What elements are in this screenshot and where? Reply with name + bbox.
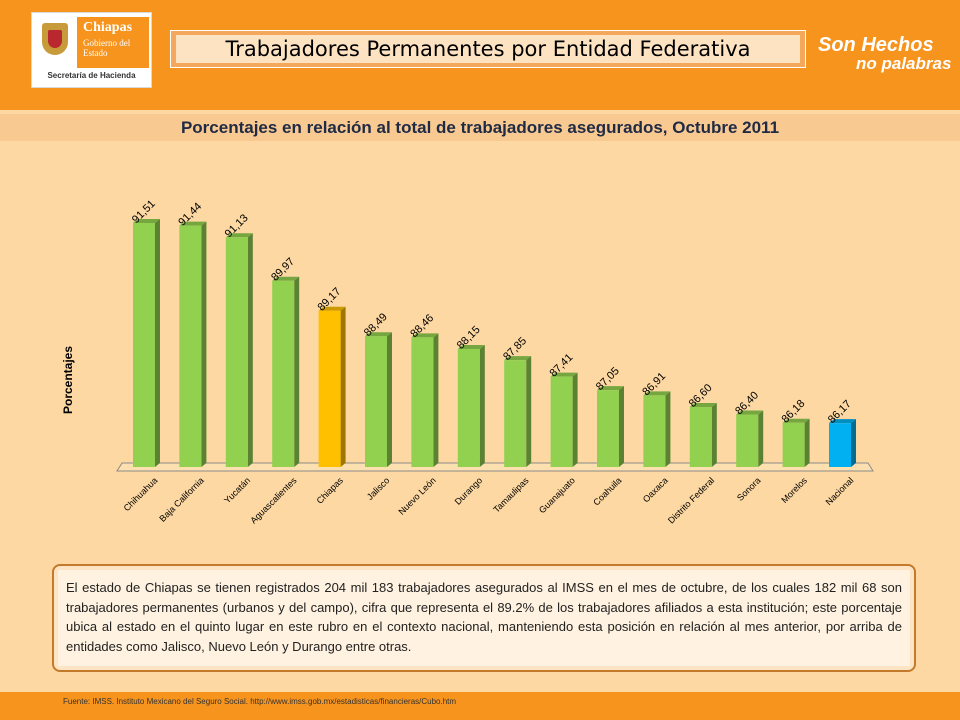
bar	[318, 310, 341, 467]
header-band: Chiapas Gobierno del Estado Secretaría d…	[0, 0, 960, 110]
bar	[179, 225, 202, 467]
source-footnote: Fuente: IMSS. Instituto Mexicano del Seg…	[63, 697, 457, 706]
bar-side	[804, 418, 810, 467]
bar	[550, 376, 573, 467]
bar	[365, 336, 387, 467]
x-tick-label: Sonora	[735, 475, 763, 503]
x-tick-label: Baja California	[157, 475, 205, 523]
bar-side	[155, 219, 160, 467]
x-tick-label: Jalisco	[365, 475, 392, 502]
bar	[782, 422, 805, 467]
bar-side	[851, 419, 856, 467]
x-tick-label: Distrito Federal	[666, 475, 716, 525]
bar	[736, 414, 759, 467]
bar	[411, 337, 434, 467]
logo-name: Chiapas	[83, 20, 133, 35]
bar-side	[526, 356, 532, 467]
bar	[597, 390, 619, 467]
bar-side	[340, 306, 346, 467]
bar-top	[689, 403, 717, 408]
bar-side	[433, 333, 439, 467]
bar-top	[225, 233, 253, 238]
bar-top	[829, 419, 856, 424]
x-tick-label: Morelos	[779, 475, 809, 505]
subtitle-band	[0, 114, 960, 141]
bar	[272, 280, 295, 467]
bar-top	[318, 306, 346, 311]
chiapas-logo: Chiapas Gobierno del Estado Secretaría d…	[31, 12, 152, 88]
x-tick-label: Nacional	[824, 475, 856, 507]
slogan: Son Hechos no palabras	[818, 34, 951, 74]
x-tick-label: Nuevo León	[396, 475, 437, 516]
bar-top	[133, 219, 160, 224]
x-tick-label: Tamaulipas	[491, 475, 531, 515]
bar	[225, 237, 248, 467]
bar-top	[365, 332, 392, 337]
x-tick-label: Oaxaca	[641, 475, 670, 504]
slogan-line-2: no palabras	[856, 54, 952, 73]
x-tick-label: Aguascalientes	[248, 475, 299, 526]
note-text: El estado de Chiapas se tienen registrad…	[58, 570, 910, 666]
footer-band	[0, 692, 960, 720]
bar-top	[411, 333, 439, 338]
bar-top	[272, 276, 300, 281]
slogan-line-1: Son Hechos	[818, 34, 934, 56]
bar-side	[201, 221, 207, 467]
chart-floor	[116, 462, 874, 472]
bar-side	[619, 386, 624, 467]
bar-side	[758, 410, 764, 467]
logo-department: Secretaría de Hacienda	[47, 71, 136, 80]
bar-side	[479, 344, 485, 467]
chart-title: Porcentajes en relación al total de trab…	[180, 118, 780, 137]
page-title: Trabajadores Permanentes por Entidad Fed…	[176, 35, 800, 63]
bar-side	[665, 391, 671, 467]
bar	[829, 423, 851, 467]
bar-side	[711, 403, 717, 467]
bar-top	[179, 221, 207, 226]
x-tick-label: Coahuila	[591, 475, 623, 507]
coat-of-arms-icon	[42, 23, 68, 55]
bar-side	[294, 276, 300, 467]
bar-side	[387, 332, 392, 467]
x-tick-label: Guanajuato	[537, 475, 577, 515]
bar	[504, 360, 527, 467]
bar-side	[572, 372, 578, 467]
bar-top	[643, 391, 671, 396]
title-frame: Trabajadores Permanentes por Entidad Fed…	[170, 30, 806, 68]
x-tick-label: Yucatán	[222, 475, 252, 505]
bar-top	[736, 410, 764, 415]
bar-top	[457, 344, 485, 349]
x-tick-label: Durango	[453, 475, 484, 506]
x-tick-label: Chihuahua	[122, 475, 160, 513]
bar	[133, 223, 155, 467]
bar	[457, 348, 480, 467]
bar-side	[247, 233, 253, 467]
bar-top	[504, 356, 532, 361]
logo-subtitle: Gobierno del Estado	[83, 38, 131, 58]
x-tick-label: Chiapas	[315, 475, 346, 506]
bar	[643, 395, 666, 467]
note-box: El estado de Chiapas se tienen registrad…	[52, 564, 916, 672]
bar-top	[782, 418, 810, 423]
bar-top	[550, 372, 578, 377]
bar-top	[597, 386, 624, 391]
y-axis-label: Porcentajes	[61, 346, 75, 414]
bar	[689, 407, 712, 467]
